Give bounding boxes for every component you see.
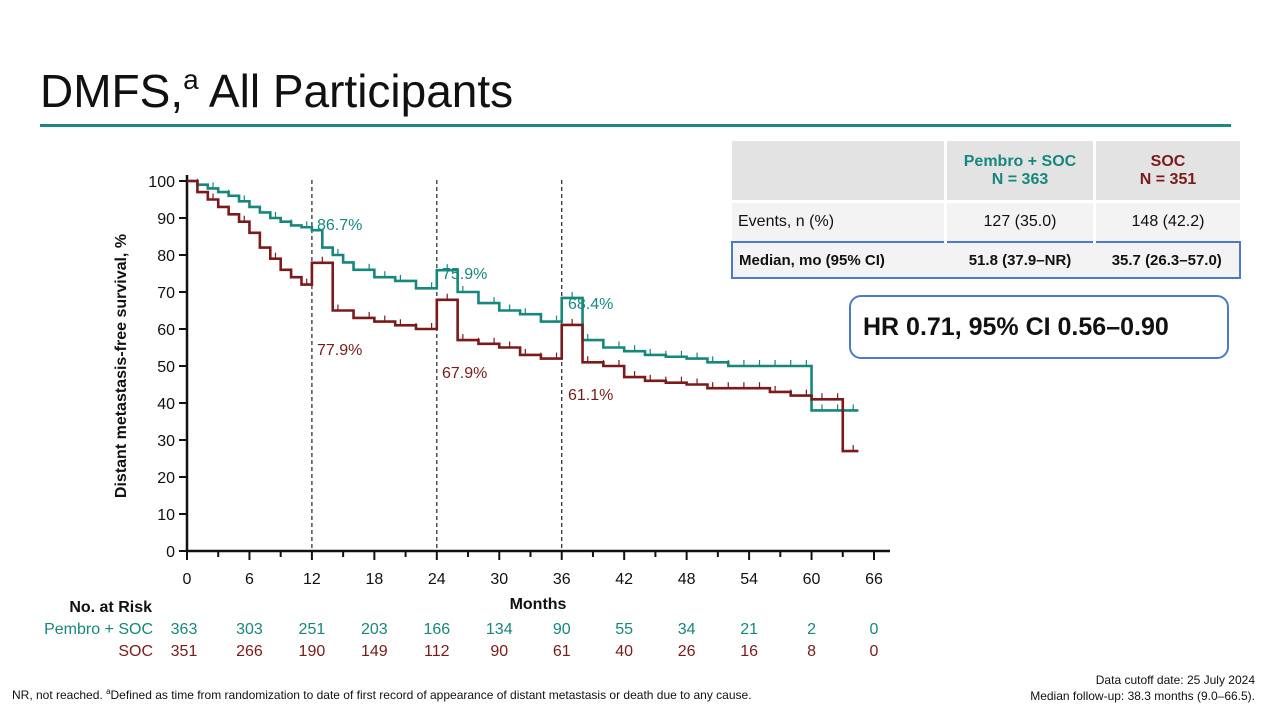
events-soc: 148 (42.2)	[1094, 200, 1240, 242]
risk-value-soc-66: 0	[870, 643, 879, 660]
risk-value-pembro-18: 203	[361, 621, 388, 638]
annotation-soc-24: 67.9%	[442, 365, 487, 382]
summary-table: Pembro + SOC N = 363 SOC N = 351 Events, n…	[731, 141, 1241, 279]
risk-value-soc-18: 149	[361, 643, 388, 660]
risk-value-pembro-0: 363	[171, 621, 198, 638]
page-title: DMFS,a All Participants	[40, 64, 514, 117]
y-tick-label-80: 80	[157, 248, 175, 265]
summary-header-pembro: Pembro + SOC N = 363	[945, 141, 1096, 202]
x-tick-label-66: 66	[865, 571, 883, 588]
cutoff-note: Data cutoff date: 25 July 2024 Median fo…	[1030, 672, 1255, 704]
risk-value-soc-6: 266	[236, 643, 263, 660]
median-label: Median, mo (95% CI)	[731, 241, 946, 279]
x-tick-label-24: 24	[428, 571, 446, 588]
annotation-pembro-12: 86.7%	[317, 217, 362, 234]
risk-value-pembro-42: 55	[615, 621, 633, 638]
median-row: Median, mo (95% CI) 51.8 (37.9–NR) 35.7 …	[731, 241, 1241, 279]
annotation-soc-12: 77.9%	[317, 342, 362, 359]
x-tick-label-6: 6	[245, 571, 254, 588]
x-tick-label-30: 30	[490, 571, 508, 588]
risk-value-pembro-12: 251	[299, 621, 326, 638]
y-tick-label-70: 70	[157, 285, 175, 302]
x-tick-label-60: 60	[803, 571, 821, 588]
risk-value-soc-54: 16	[740, 643, 758, 660]
x-tick-label-36: 36	[553, 571, 571, 588]
hazard-ratio-box: HR 0.71, 95% CI 0.56–0.90	[849, 295, 1229, 359]
footnote: NR, not reached. aDefined as time from r…	[12, 687, 752, 702]
risk-value-soc-30: 90	[490, 643, 508, 660]
summary-header-empty	[732, 141, 947, 202]
events-pembro: 127 (35.0)	[945, 200, 1096, 242]
y-tick-label-40: 40	[157, 396, 175, 413]
y-tick-label-90: 90	[157, 211, 175, 228]
risk-value-pembro-36: 90	[553, 621, 571, 638]
risk-value-pembro-24: 166	[423, 621, 450, 638]
median-soc: 35.7 (26.3–57.0)	[1094, 241, 1241, 279]
risk-value-pembro-54: 21	[740, 621, 758, 638]
risk-value-soc-60: 8	[807, 643, 816, 660]
x-axis-label: Months	[510, 596, 567, 613]
risk-value-soc-36: 61	[553, 643, 571, 660]
risk-value-soc-42: 40	[615, 643, 633, 660]
risk-value-soc-12: 190	[299, 643, 326, 660]
cutoff-date: Data cutoff date: 25 July 2024	[1095, 673, 1255, 687]
risk-table-title: No. at Risk	[69, 599, 152, 616]
annotation-soc-36: 61.1%	[568, 387, 613, 404]
annotation-pembro-24: 75.9%	[442, 266, 487, 283]
y-tick-label-0: 0	[166, 544, 175, 561]
median-followup: Median follow-up: 38.3 months (9.0–66.5)…	[1030, 689, 1255, 703]
risk-value-soc-48: 26	[678, 643, 696, 660]
risk-row-label-soc: SOC	[118, 643, 153, 660]
y-axis-label: Distant metastasis-free survival, %	[113, 234, 130, 498]
x-tick-label-12: 12	[303, 571, 321, 588]
events-row: Events, n (%) 127 (35.0) 148 (42.2)	[732, 200, 1240, 242]
series-line-soc	[187, 179, 859, 453]
risk-value-soc-24: 112	[424, 643, 450, 660]
x-tick-label-54: 54	[740, 571, 758, 588]
title-divider	[40, 124, 1231, 127]
y-tick-label-60: 60	[157, 322, 175, 339]
risk-value-pembro-6: 303	[236, 621, 263, 638]
y-tick-label-50: 50	[157, 359, 175, 376]
risk-value-pembro-30: 134	[486, 621, 513, 638]
median-pembro: 51.8 (37.9–NR)	[945, 241, 1095, 279]
risk-value-soc-0: 351	[171, 643, 198, 660]
summary-header-row: Pembro + SOC N = 363 SOC N = 351	[732, 141, 1240, 202]
x-tick-label-18: 18	[365, 571, 383, 588]
y-tick-label-100: 100	[148, 174, 175, 191]
x-tick-label-48: 48	[678, 571, 696, 588]
annotation-pembro-36: 68.4%	[568, 296, 613, 313]
risk-row-label-pembro: Pembro + SOC	[44, 621, 153, 638]
risk-value-pembro-60: 2	[807, 621, 816, 638]
y-tick-label-20: 20	[157, 470, 175, 487]
x-tick-label-0: 0	[183, 571, 192, 588]
risk-value-pembro-48: 34	[678, 621, 696, 638]
y-tick-label-30: 30	[157, 433, 175, 450]
summary-header-soc: SOC N = 351	[1094, 141, 1240, 202]
x-tick-label-42: 42	[615, 571, 633, 588]
y-tick-label-10: 10	[157, 507, 175, 524]
events-label: Events, n (%)	[732, 200, 947, 242]
risk-value-pembro-66: 0	[870, 621, 879, 638]
